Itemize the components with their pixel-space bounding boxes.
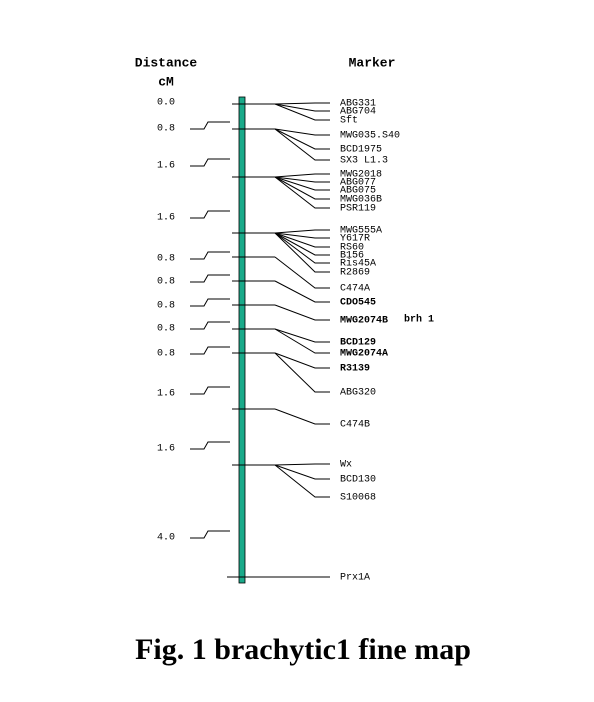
distance-tick [190,121,230,130]
marker-connector [274,176,330,200]
marker-connector [274,128,330,161]
marker-connector [274,232,330,256]
marker-connector [274,232,330,273]
distance-label: 0.8 [157,277,175,288]
distance-tick [190,441,230,450]
marker-label: B156 [340,251,364,262]
distance-tick [190,158,230,167]
marker-label: MWG035.S40 [340,131,400,142]
distance-tick [190,530,230,539]
marker-header: Marker [349,55,396,70]
marker-label: MWG555A [340,226,382,237]
marker-label: MWG2018 [340,170,382,181]
distance-tick [190,251,230,260]
distance-label: 0.8 [157,254,175,265]
distance-label: 1.6 [157,389,175,400]
marker-label: ABG320 [340,388,376,399]
marker-label: Y617R [340,234,370,245]
distance-tick [190,298,230,307]
marker-label: MWG2074B [340,316,388,327]
marker-label: ABG331 [340,99,376,110]
distance-tick [190,346,230,355]
chromosome-bar [238,96,246,584]
marker-label: MWG036B [340,195,382,206]
marker-label: C474B [340,420,370,431]
distance-header: Distance [135,55,198,70]
marker-connector [274,232,330,264]
distance-tick [190,386,230,395]
distance-label: 1.6 [157,161,175,172]
distance-tick [190,210,230,219]
marker-connector [274,232,330,239]
marker-connector [274,173,330,178]
unit-header: cM [158,74,174,89]
marker-connector [274,352,330,393]
marker-label: S10068 [340,493,376,504]
marker-connector [274,102,330,105]
marker-label: Ris45A [340,258,376,270]
marker-label: R2869 [340,268,370,279]
marker-label: BCD1975 [340,145,382,156]
marker-connector [274,176,330,183]
marker-connector [274,176,330,191]
marker-connector [274,232,330,248]
marker-connector [274,463,330,466]
distance-tick [190,274,230,283]
distance-label: 1.6 [157,213,175,224]
distance-label: 0.8 [157,124,175,135]
marker-connector [274,304,330,321]
marker-label: ABG075 [340,186,376,197]
distance-tick [190,321,230,330]
gene-note: brh 1 [404,314,434,326]
distance-label: 0.0 [157,98,175,109]
marker-label: RS60 [340,243,364,254]
marker-label: Wx [340,460,352,471]
caption: Fig. 1 brachytic1 fine map [135,633,471,666]
marker-label: PSR119 [340,204,376,215]
distance-label: 0.8 [157,324,175,335]
marker-label: CDO545 [340,298,376,309]
marker-connector [274,408,330,425]
marker-connector [274,103,330,112]
marker-label: ABG077 [340,178,376,189]
marker-connector [274,128,330,150]
distance-label: 0.8 [157,301,175,312]
marker-connector [274,328,330,343]
marker-connector [274,256,330,289]
marker-connector [274,103,330,121]
distance-label: 0.8 [157,349,175,360]
marker-label: BCD130 [340,475,376,486]
marker-connector [274,176,330,209]
marker-label: BCD129 [340,338,376,349]
marker-connector [274,328,330,354]
marker-label: C474A [340,284,370,295]
marker-label: Sft [340,115,358,127]
marker-connector [274,464,330,480]
marker-label: ABG704 [340,107,376,118]
marker-label: SX3 L1.3 [340,156,388,167]
marker-connector [274,229,330,234]
marker-label: MWG2074A [340,349,388,360]
marker-connector [274,128,330,136]
marker-connector [274,352,330,369]
marker-label: Prx1A [340,573,370,584]
marker-label: R3139 [340,364,370,375]
marker-connector [274,464,330,498]
marker-connector [274,280,330,303]
distance-label: 1.6 [157,444,175,455]
distance-label: 4.0 [157,533,175,544]
